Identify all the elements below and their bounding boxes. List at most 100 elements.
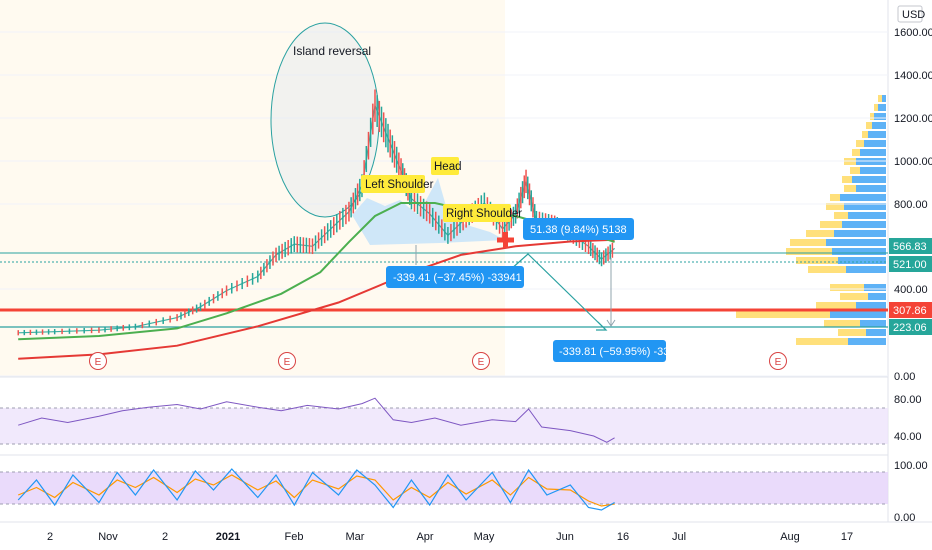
head-label: Head <box>434 161 462 173</box>
volume-profile-bar-buy <box>872 122 886 129</box>
volume-profile-bar-sell <box>796 257 838 264</box>
volume-profile-bar-sell <box>816 302 856 309</box>
y-tick-label: 1200.00 <box>894 113 932 125</box>
stoch-k-line <box>17 468 615 511</box>
volume-profile-bar-buy <box>846 266 886 273</box>
svg-text:223.06: 223.06 <box>893 322 927 334</box>
y-tick-label: 1600.00 <box>894 27 932 39</box>
volume-profile-bar-sell <box>824 320 860 327</box>
head-tag[interactable]: Head <box>431 157 462 175</box>
volume-profile-bar-sell <box>808 266 846 273</box>
volume-profile-bar-buy <box>848 338 886 345</box>
ma-slow-line <box>18 238 615 360</box>
earnings-marker-4[interactable]: E <box>769 352 787 370</box>
volume-profile-bar-buy <box>860 149 886 156</box>
right-shoulder-tag[interactable]: Right Shoulder <box>443 204 522 222</box>
volume-profile-bar-sell <box>796 338 848 345</box>
volume-profile-bar-buy <box>832 248 886 255</box>
x-tick-label: Apr <box>416 531 433 543</box>
volume-profile-bar-buy <box>864 284 886 291</box>
volume-profile <box>736 95 886 345</box>
measure-down1-label: -339.41 (−37.45%) -33941 <box>393 272 522 284</box>
volume-profile-bar-sell <box>850 167 860 174</box>
volume-profile-bar-sell <box>862 131 868 138</box>
y-tick-label: 1400.00 <box>894 70 932 82</box>
volume-profile-bar-buy <box>844 203 886 210</box>
volume-profile-bar-buy <box>866 329 886 336</box>
earnings-marker-1[interactable]: E <box>89 352 107 370</box>
y-tick-label: 0.00 <box>894 371 915 383</box>
volume-profile-bar-sell <box>834 212 848 219</box>
volume-profile-bar-sell <box>826 203 844 210</box>
volume-profile-bar-sell <box>786 248 832 255</box>
left-shoulder-label: Left Shoulder <box>365 179 434 191</box>
indicator-tick-label: 100.00 <box>894 460 928 472</box>
left-shoulder-tag[interactable]: Left Shoulder <box>361 175 434 193</box>
measure-down1-badge[interactable]: -339.41 (−37.45%) -33941 <box>386 266 524 288</box>
volume-profile-bar-sell <box>878 95 882 102</box>
y-tick-label: 800.00 <box>894 199 928 211</box>
volume-profile-bar-buy <box>868 131 886 138</box>
x-tick-label: 2 <box>47 531 53 543</box>
price-tag-307: 307.86 <box>889 302 932 318</box>
indicator-tick-label: 0.00 <box>894 512 915 524</box>
x-tick-label: Jun <box>556 531 574 543</box>
volume-profile-bar-sell <box>866 122 872 129</box>
volume-profile-bar-sell <box>852 149 860 156</box>
x-tick-label: 2021 <box>216 531 240 543</box>
rsi-line <box>18 397 615 443</box>
volume-profile-bar-buy <box>848 212 886 219</box>
measure-up-badge[interactable]: 51.38 (9.84%) 5138 <box>523 218 634 240</box>
x-axis: 2 Nov 2 2021 Feb Mar Apr May Jun 16 Jul Aug 17 <box>47 531 853 543</box>
x-tick-label: 2 <box>162 531 168 543</box>
rsi-band <box>0 408 888 444</box>
price-tag-566: 566.83 <box>889 238 932 254</box>
volume-profile-bar-buy <box>878 104 886 111</box>
volume-profile-bar-buy <box>838 257 886 264</box>
y-axis: 1600.00 1400.00 1200.00 1000.00 800.00 400.00… <box>894 27 932 524</box>
volume-profile-bar-sell <box>736 311 830 318</box>
x-tick-label: Aug <box>780 531 800 543</box>
volume-profile-bar-buy <box>856 185 886 192</box>
volume-profile-bar-buy <box>834 230 886 237</box>
price-tag-521: 521.00 <box>889 256 932 272</box>
x-tick-label: Nov <box>98 531 118 543</box>
volume-profile-bar-sell <box>870 113 874 120</box>
earnings-marker-2[interactable]: E <box>278 352 296 370</box>
earnings-marker-text: E <box>478 357 485 368</box>
earnings-marker-text: E <box>95 357 102 368</box>
x-tick-label: Mar <box>346 531 365 543</box>
volume-profile-bar-buy <box>826 239 886 246</box>
measure-down2-badge[interactable]: -339.81 (−59.95%) -33981 <box>553 340 688 362</box>
y-tick-label: 1000.00 <box>894 156 932 168</box>
earnings-marker-3[interactable]: E <box>472 352 490 370</box>
x-tick-label: May <box>474 531 495 543</box>
volume-profile-bar-buy <box>868 293 886 300</box>
volume-profile-bar-buy <box>840 194 886 201</box>
volume-profile-bar-sell <box>844 185 856 192</box>
currency-label: USD <box>902 9 925 21</box>
volume-profile-bar-sell <box>856 140 864 147</box>
price-tag-223: 223.06 <box>889 319 932 335</box>
measure-down2-label: -339.81 (−59.95%) -33981 <box>559 346 688 358</box>
projection-path[interactable] <box>509 253 607 331</box>
x-tick-label: Feb <box>285 531 304 543</box>
svg-text:307.86: 307.86 <box>893 305 927 317</box>
volume-profile-bar-buy <box>864 140 886 147</box>
cross-marker[interactable] <box>497 232 514 248</box>
volume-profile-bar-sell <box>840 293 868 300</box>
x-tick-label: Jul <box>672 531 686 543</box>
indicator-tick-label: 80.00 <box>894 394 922 406</box>
volume-profile-bar-buy <box>842 221 886 228</box>
svg-text:566.83: 566.83 <box>893 241 927 253</box>
island-reversal-label: Island reversal <box>293 44 371 58</box>
currency-badge[interactable]: USD <box>897 5 925 23</box>
volume-profile-bar-buy <box>860 320 886 327</box>
volume-profile-bar-buy <box>874 113 886 120</box>
volume-profile-bar-sell <box>806 230 834 237</box>
volume-profile-bar-sell <box>830 284 864 291</box>
volume-profile-bar-sell <box>790 239 826 246</box>
volume-profile-bar-sell <box>820 221 842 228</box>
x-tick-label: 17 <box>841 531 853 543</box>
